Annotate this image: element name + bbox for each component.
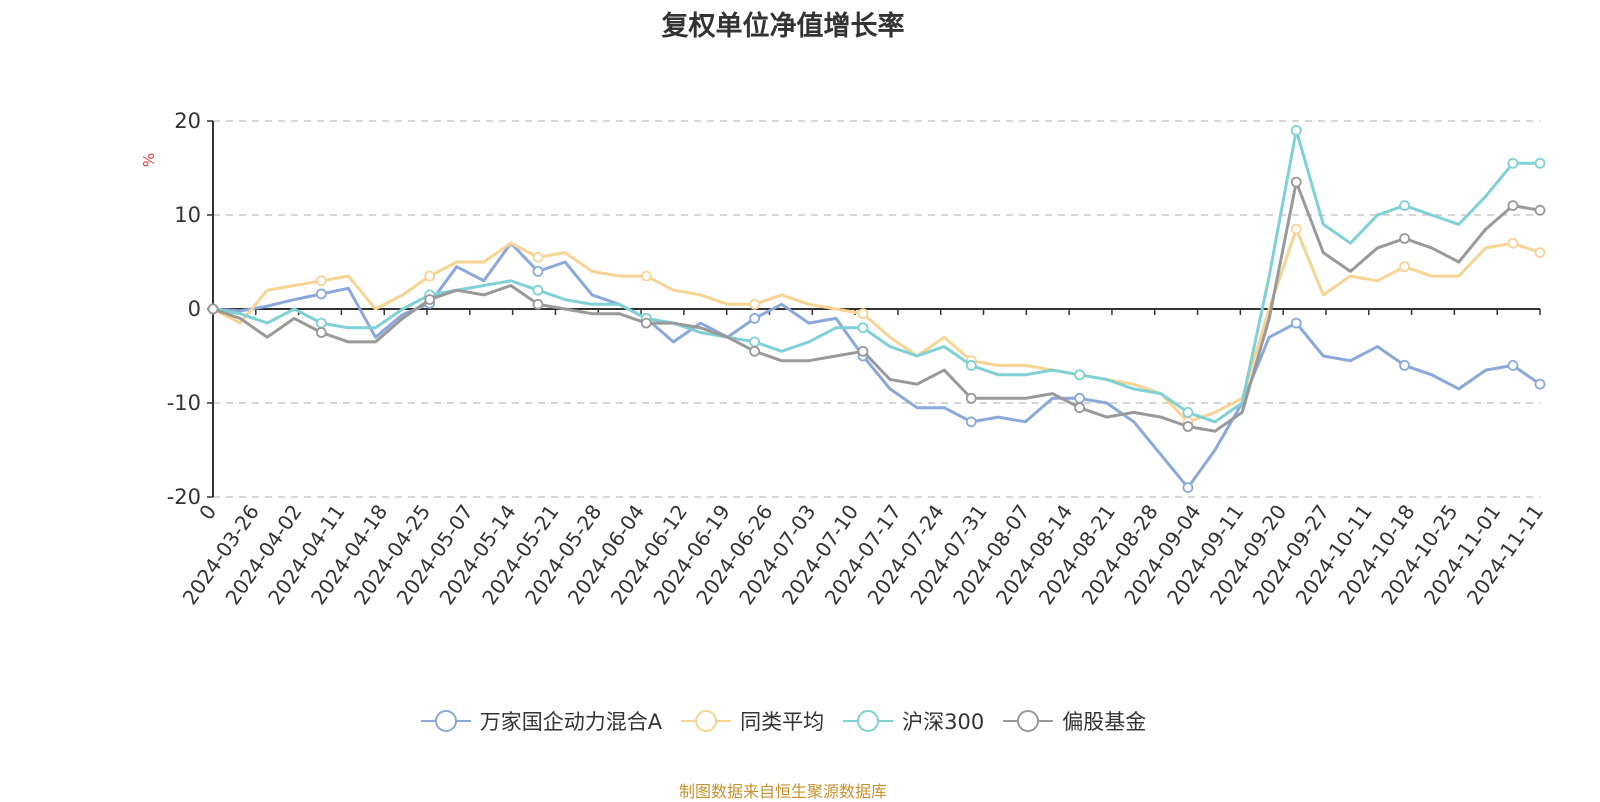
series-lines — [207, 124, 1546, 494]
x-tick-label: 0 — [194, 500, 221, 524]
series-3-point — [1507, 200, 1519, 212]
series-3-point — [1534, 204, 1546, 216]
series-2-point — [1290, 124, 1302, 136]
legend-item[interactable]: 沪深300 — [842, 706, 984, 736]
series-2-point — [1399, 200, 1410, 212]
series-1-point — [532, 251, 544, 263]
y-tick-label: 10 — [174, 203, 201, 227]
legend-item[interactable]: 同类平均 — [680, 706, 824, 736]
series-2-point — [532, 284, 544, 296]
legend: 万家国企动力混合A 同类平均 沪深300 偏股基金 — [0, 706, 1566, 736]
source-note: 制图数据来自恒生聚源数据库 — [678, 782, 887, 801]
series-0-point — [315, 288, 327, 300]
legend-marker-icon — [1003, 710, 1054, 732]
series-1-point — [1534, 247, 1546, 259]
series-3-point — [532, 298, 544, 310]
series-1-point — [640, 270, 652, 282]
series-3-point — [1182, 421, 1194, 432]
series-1-point — [1507, 237, 1519, 249]
series-3-point — [965, 392, 977, 404]
series-line-1 — [212, 227, 1541, 424]
series-3-point — [207, 303, 219, 315]
legend-item[interactable]: 偏股基金 — [1002, 706, 1146, 736]
series-0-point — [1074, 392, 1086, 404]
series-2-point — [315, 317, 327, 329]
y-tick-label: 20 — [174, 109, 201, 133]
series-3-point — [424, 294, 436, 306]
series-2-point — [1507, 157, 1519, 169]
series-0-point — [749, 312, 761, 324]
series-3-point — [1399, 233, 1410, 244]
series-3-point — [315, 327, 327, 338]
legend-marker-icon — [420, 710, 471, 732]
series-3-point — [1290, 176, 1302, 188]
series-1-point — [857, 308, 869, 320]
series-0-point — [1290, 317, 1302, 329]
series-0-point — [1534, 378, 1546, 390]
series-3-point — [749, 345, 761, 357]
y-axis-label: % — [140, 153, 158, 167]
legend-label: 万家国企动力混合A — [479, 710, 663, 734]
series-2-point — [857, 322, 869, 334]
grid-lines — [213, 120, 1540, 498]
legend-label: 沪深300 — [902, 710, 985, 734]
series-0-point — [532, 265, 544, 277]
chart-title: 复权单位净值增长率 — [661, 11, 905, 42]
series-2-point — [1182, 406, 1194, 418]
series-2-point — [1534, 157, 1546, 169]
series-1-point — [1399, 261, 1410, 273]
series-line-2 — [212, 128, 1540, 424]
legend-marker-icon — [843, 710, 894, 732]
series-1-point — [1290, 223, 1302, 235]
y-tick-label: -20 — [167, 485, 201, 509]
series-3-point — [640, 317, 652, 329]
series-0-point — [1182, 482, 1194, 494]
series-1-point — [749, 298, 761, 310]
line-chart: 20100-10-2002024-03-262024-04-022024-04-… — [140, 109, 1548, 609]
series-3-point — [1074, 402, 1086, 414]
series-2-point — [749, 336, 761, 348]
series-0-point — [965, 416, 977, 428]
series-0-point — [1507, 359, 1519, 371]
series-2-point — [1074, 369, 1086, 381]
series-2-point — [965, 359, 977, 371]
legend-label: 同类平均 — [740, 710, 825, 734]
series-line-3 — [212, 180, 1541, 433]
series-3-point — [857, 345, 869, 357]
y-tick-label: 0 — [188, 297, 201, 321]
series-1-point — [315, 275, 327, 287]
legend-marker-icon — [681, 710, 732, 732]
y-tick-label: -10 — [167, 391, 201, 415]
series-1-point — [424, 270, 436, 282]
legend-item[interactable]: 万家国企动力混合A — [420, 706, 662, 736]
series-0-point — [1399, 359, 1410, 371]
legend-label: 偏股基金 — [1062, 710, 1147, 734]
